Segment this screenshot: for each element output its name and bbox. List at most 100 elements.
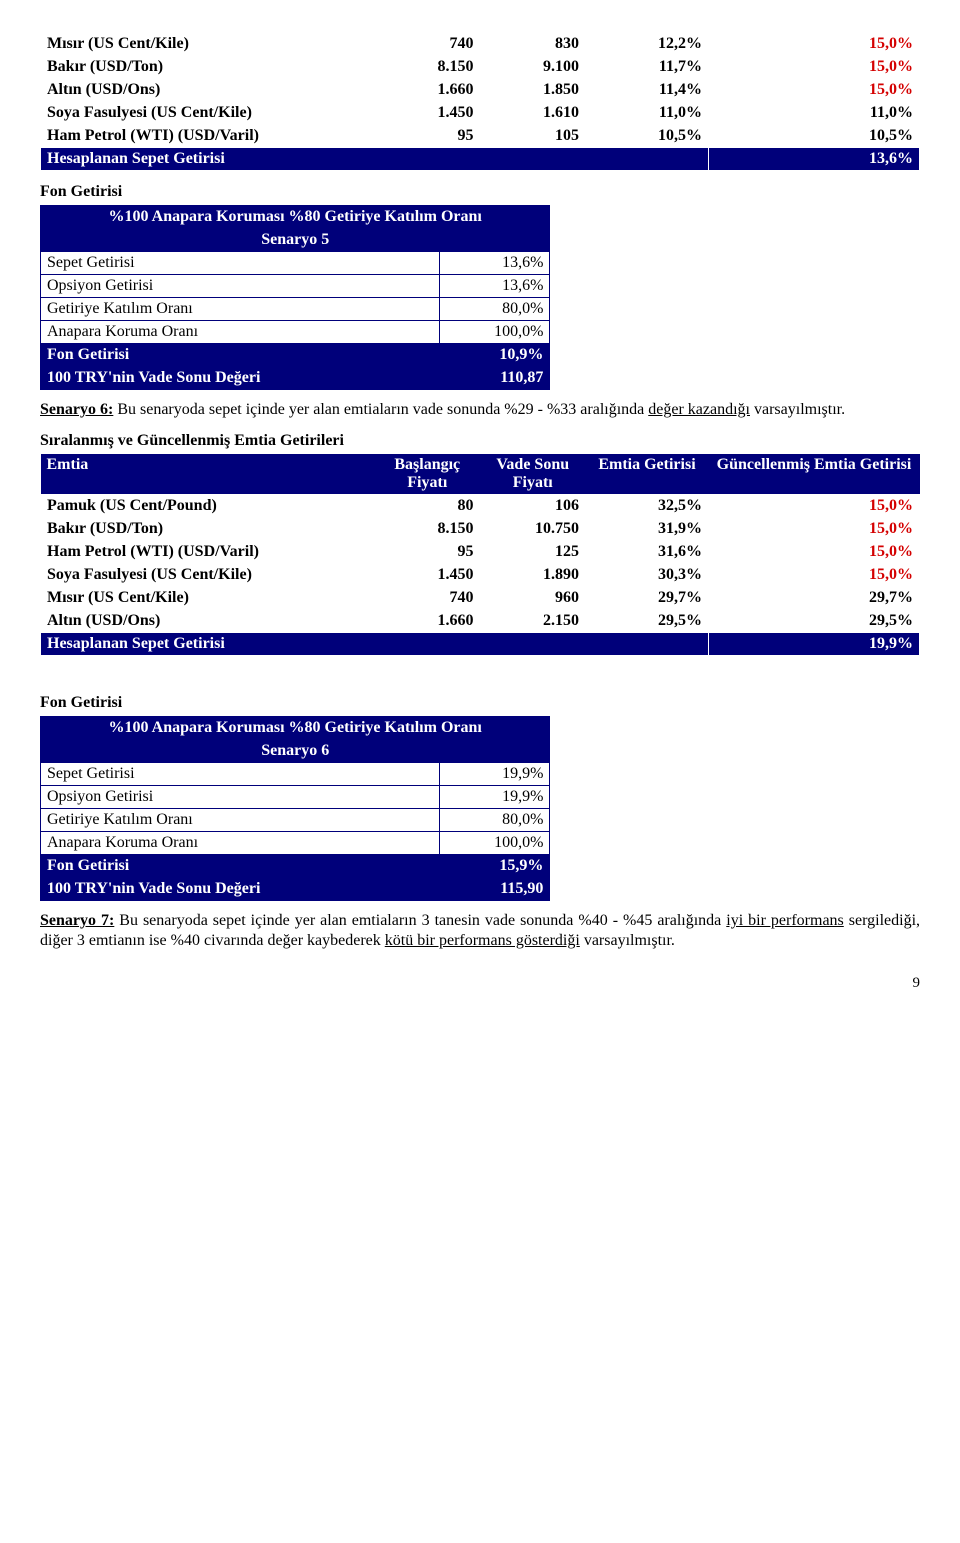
table-footer-row: Hesaplanan Sepet Getirisi 13,6% — [41, 148, 920, 171]
table-row: Soya Fasulyesi (US Cent/Kile) 1.450 1.61… — [41, 102, 920, 125]
row-label: 100 TRY'nin Vade Sonu Değeri — [41, 878, 440, 901]
fon-getirisi-heading: Fon Getirisi — [40, 183, 920, 201]
row-label: Fon Getirisi — [41, 344, 440, 367]
row-end: 9.100 — [480, 56, 585, 79]
col-updated: Güncellenmiş Emtia Getirisi — [709, 454, 920, 495]
row-updated: 15,0% — [709, 79, 920, 102]
row-label: Fon Getirisi — [41, 855, 440, 878]
row-label: Getiriye Katılım Oranı — [41, 809, 440, 832]
row-value: 10,9% — [440, 344, 550, 367]
row-value: 80,0% — [440, 298, 550, 321]
s7-lead: Senaryo 7: — [40, 912, 114, 929]
row-start: 1.450 — [375, 564, 480, 587]
row-start: 740 — [375, 587, 480, 610]
page-number: 9 — [40, 975, 920, 992]
table-row: Altın (USD/Ons) 1.660 1.850 11,4% 15,0% — [41, 79, 920, 102]
row-label: Bakır (USD/Ton) — [41, 56, 375, 79]
row-label: Pamuk (US Cent/Pound) — [41, 495, 375, 518]
row-return: 11,7% — [585, 56, 708, 79]
table-row: Sepet Getirisi 19,9% — [41, 763, 550, 786]
row-return: 29,5% — [585, 610, 708, 633]
table-row: Anapara Koruma Oranı 100,0% — [41, 832, 550, 855]
table-row: Mısır (US Cent/Kile) 740 960 29,7% 29,7% — [41, 587, 920, 610]
table-row: Altın (USD/Ons) 1.660 2.150 29,5% 29,5% — [41, 610, 920, 633]
scenario-title-line2: Senaryo 5 — [41, 229, 550, 252]
row-end: 960 — [480, 587, 585, 610]
row-value: 15,9% — [440, 855, 550, 878]
row-label: Altın (USD/Ons) — [41, 79, 375, 102]
table-row: Bakır (USD/Ton) 8.150 10.750 31,9% 15,0% — [41, 518, 920, 541]
row-start: 1.660 — [375, 79, 480, 102]
col-return: Emtia Getirisi — [585, 454, 708, 495]
scenario-title-line1: %100 Anapara Koruması %80 Getiriye Katıl… — [41, 717, 550, 740]
table-row: 100 TRY'nin Vade Sonu Değeri 115,90 — [41, 878, 550, 901]
row-end: 1.890 — [480, 564, 585, 587]
row-label: Soya Fasulyesi (US Cent/Kile) — [41, 564, 375, 587]
row-value: 115,90 — [440, 878, 550, 901]
table-row: Ham Petrol (WTI) (USD/Varil) 95 125 31,6… — [41, 541, 920, 564]
table-row: 100 TRY'nin Vade Sonu Değeri 110,87 — [41, 367, 550, 390]
row-value: 110,87 — [440, 367, 550, 390]
row-end: 830 — [480, 33, 585, 56]
row-end: 125 — [480, 541, 585, 564]
row-return: 32,5% — [585, 495, 708, 518]
footer-value: 13,6% — [709, 148, 920, 171]
row-updated: 11,0% — [709, 102, 920, 125]
row-updated: 15,0% — [709, 56, 920, 79]
row-updated: 15,0% — [709, 495, 920, 518]
row-updated: 29,5% — [709, 610, 920, 633]
table-row: Opsiyon Getirisi 19,9% — [41, 786, 550, 809]
footer-label: Hesaplanan Sepet Getirisi — [41, 633, 709, 656]
row-label: Ham Petrol (WTI) (USD/Varil) — [41, 125, 375, 148]
commodity-table-1: Mısır (US Cent/Kile) 740 830 12,2% 15,0%… — [40, 32, 920, 171]
row-value: 13,6% — [440, 252, 550, 275]
table-footer-row: Hesaplanan Sepet Getirisi 19,9% — [41, 633, 920, 656]
s7-text1: Bu senaryoda sepet içinde yer alan emtia… — [114, 912, 726, 929]
row-return: 12,2% — [585, 33, 708, 56]
row-label: Sepet Getirisi — [41, 763, 440, 786]
row-start: 80 — [375, 495, 480, 518]
scenario-5-table: %100 Anapara Koruması %80 Getiriye Katıl… — [40, 205, 550, 390]
row-label: Anapara Koruma Oranı — [41, 321, 440, 344]
ranked-heading: Sıralanmış ve Güncellenmiş Emtia Getiril… — [40, 432, 920, 450]
fon-getirisi-heading-2: Fon Getirisi — [40, 694, 920, 712]
table-row: Sepet Getirisi 13,6% — [41, 252, 550, 275]
table-row: Getiriye Katılım Oranı 80,0% — [41, 298, 550, 321]
col-emtia: Emtia — [41, 454, 375, 495]
row-end: 10.750 — [480, 518, 585, 541]
s6-lead: Senaryo 6: — [40, 401, 113, 418]
row-end: 1.850 — [480, 79, 585, 102]
table-row: Ham Petrol (WTI) (USD/Varil) 95 105 10,5… — [41, 125, 920, 148]
footer-value: 19,9% — [709, 633, 920, 656]
row-value: 19,9% — [440, 763, 550, 786]
commodity-table-2: Emtia Başlangıç Fiyatı Vade Sonu Fiyatı … — [40, 454, 920, 656]
row-value: 80,0% — [440, 809, 550, 832]
s7-under2: kötü bir performans gösterdiği — [385, 932, 580, 949]
table-row: Opsiyon Getirisi 13,6% — [41, 275, 550, 298]
row-updated: 15,0% — [709, 33, 920, 56]
row-start: 740 — [375, 33, 480, 56]
s6-text1: Bu senaryoda sepet içinde yer alan emtia… — [113, 401, 648, 418]
row-value: 13,6% — [440, 275, 550, 298]
scenario-title-line2: Senaryo 6 — [41, 740, 550, 763]
row-end: 105 — [480, 125, 585, 148]
row-label: Sepet Getirisi — [41, 252, 440, 275]
row-label: Altın (USD/Ons) — [41, 610, 375, 633]
row-end: 106 — [480, 495, 585, 518]
row-label: Getiriye Katılım Oranı — [41, 298, 440, 321]
row-return: 30,3% — [585, 564, 708, 587]
row-return: 10,5% — [585, 125, 708, 148]
row-label: Mısır (US Cent/Kile) — [41, 33, 375, 56]
row-value: 19,9% — [440, 786, 550, 809]
row-end: 1.610 — [480, 102, 585, 125]
row-updated: 15,0% — [709, 564, 920, 587]
row-return: 31,6% — [585, 541, 708, 564]
footer-label: Hesaplanan Sepet Getirisi — [41, 148, 709, 171]
row-start: 8.150 — [375, 56, 480, 79]
row-label: 100 TRY'nin Vade Sonu Değeri — [41, 367, 440, 390]
row-label: Mısır (US Cent/Kile) — [41, 587, 375, 610]
row-label: Soya Fasulyesi (US Cent/Kile) — [41, 102, 375, 125]
row-updated: 10,5% — [709, 125, 920, 148]
scenario-title-line1: %100 Anapara Koruması %80 Getiriye Katıl… — [41, 206, 550, 229]
table-row: Soya Fasulyesi (US Cent/Kile) 1.450 1.89… — [41, 564, 920, 587]
